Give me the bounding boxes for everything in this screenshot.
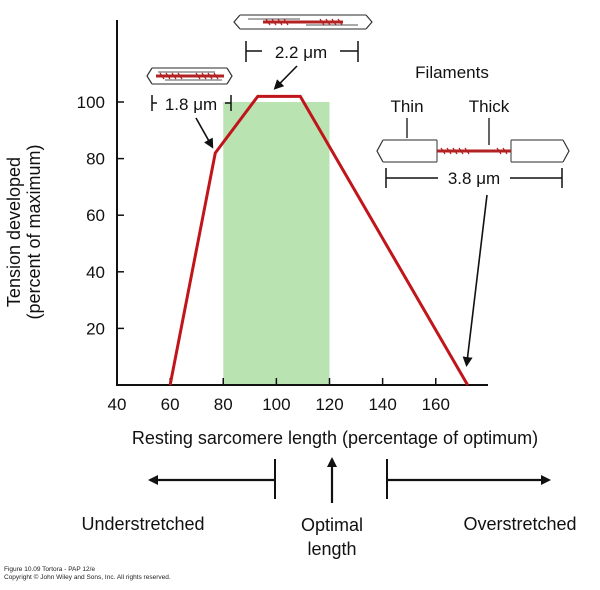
y-tick-label: 80	[86, 150, 105, 169]
short-length-label: 1.8 μm	[165, 95, 217, 114]
overstretched-label: Overstretched	[463, 514, 576, 534]
tension-curve	[168, 94, 469, 386]
optimal-arrow	[273, 65, 298, 90]
filaments-title: Filaments	[415, 63, 489, 82]
optimal-label-line2: length	[307, 539, 356, 559]
x-axis-ticks: 40 60 80 100 120 140 160	[108, 378, 450, 414]
thin-label: Thin	[390, 97, 423, 116]
figure-credit: Figure 10.09 Tortora - PAP 12/e	[4, 566, 96, 573]
y-axis-title-line1: Tension developed	[4, 157, 24, 307]
optimal-left-zline	[233, 14, 241, 30]
long-arrow	[462, 194, 488, 367]
x-axis-title: Resting sarcomere length (percentage of …	[132, 428, 538, 448]
copyright-footer: Figure 10.09 Tortora - PAP 12/e Copyrigh…	[4, 566, 171, 582]
long-length-label: 3.8 μm	[448, 169, 500, 188]
y-tick-label: 40	[86, 263, 105, 282]
optimal-label-line1: Optimal	[301, 515, 363, 535]
understretched-label: Understretched	[81, 514, 204, 534]
short-right-zline	[226, 67, 233, 85]
y-tick-label: 100	[77, 93, 105, 112]
optimal-myosin-heads	[265, 18, 343, 26]
long-right-zline	[562, 139, 570, 163]
y-axis-title-line2: (percent of maximum)	[24, 144, 44, 319]
short-left-zline	[146, 67, 153, 85]
optimal-right-zline	[365, 14, 373, 30]
x-tick-label: 80	[214, 395, 233, 414]
y-axis-ticks: 20 40 60 80 100	[77, 93, 124, 338]
thick-label: Thick	[469, 97, 510, 116]
sarcomere-short-diagram: 1.8 μm	[146, 67, 233, 149]
optimal-length-band	[223, 102, 330, 385]
x-tick-label: 120	[315, 395, 343, 414]
sarcomere-optimal-diagram: 2.2 μm	[233, 14, 373, 90]
short-myosin-heads	[159, 72, 219, 80]
long-myosin-heads	[440, 147, 508, 155]
x-tick-label: 60	[161, 395, 180, 414]
axes	[116, 20, 488, 386]
x-tick-label: 140	[368, 395, 396, 414]
optimal-length-label: 2.2 μm	[275, 43, 327, 62]
region-indicators: Understretched Optimal length Overstretc…	[81, 457, 577, 559]
x-tick-label: 100	[262, 395, 290, 414]
short-arrow	[195, 117, 214, 149]
y-tick-label: 60	[86, 206, 105, 225]
long-left-zline	[376, 139, 384, 163]
x-tick-label: 160	[422, 395, 450, 414]
sarcomere-long-diagram: Filaments Thin Thick 3.8 μm	[376, 63, 570, 367]
copyright-notice: Copyright © John Wiley and Sons, Inc. Al…	[4, 574, 171, 581]
y-tick-label: 20	[86, 319, 105, 338]
x-tick-label: 40	[108, 395, 127, 414]
